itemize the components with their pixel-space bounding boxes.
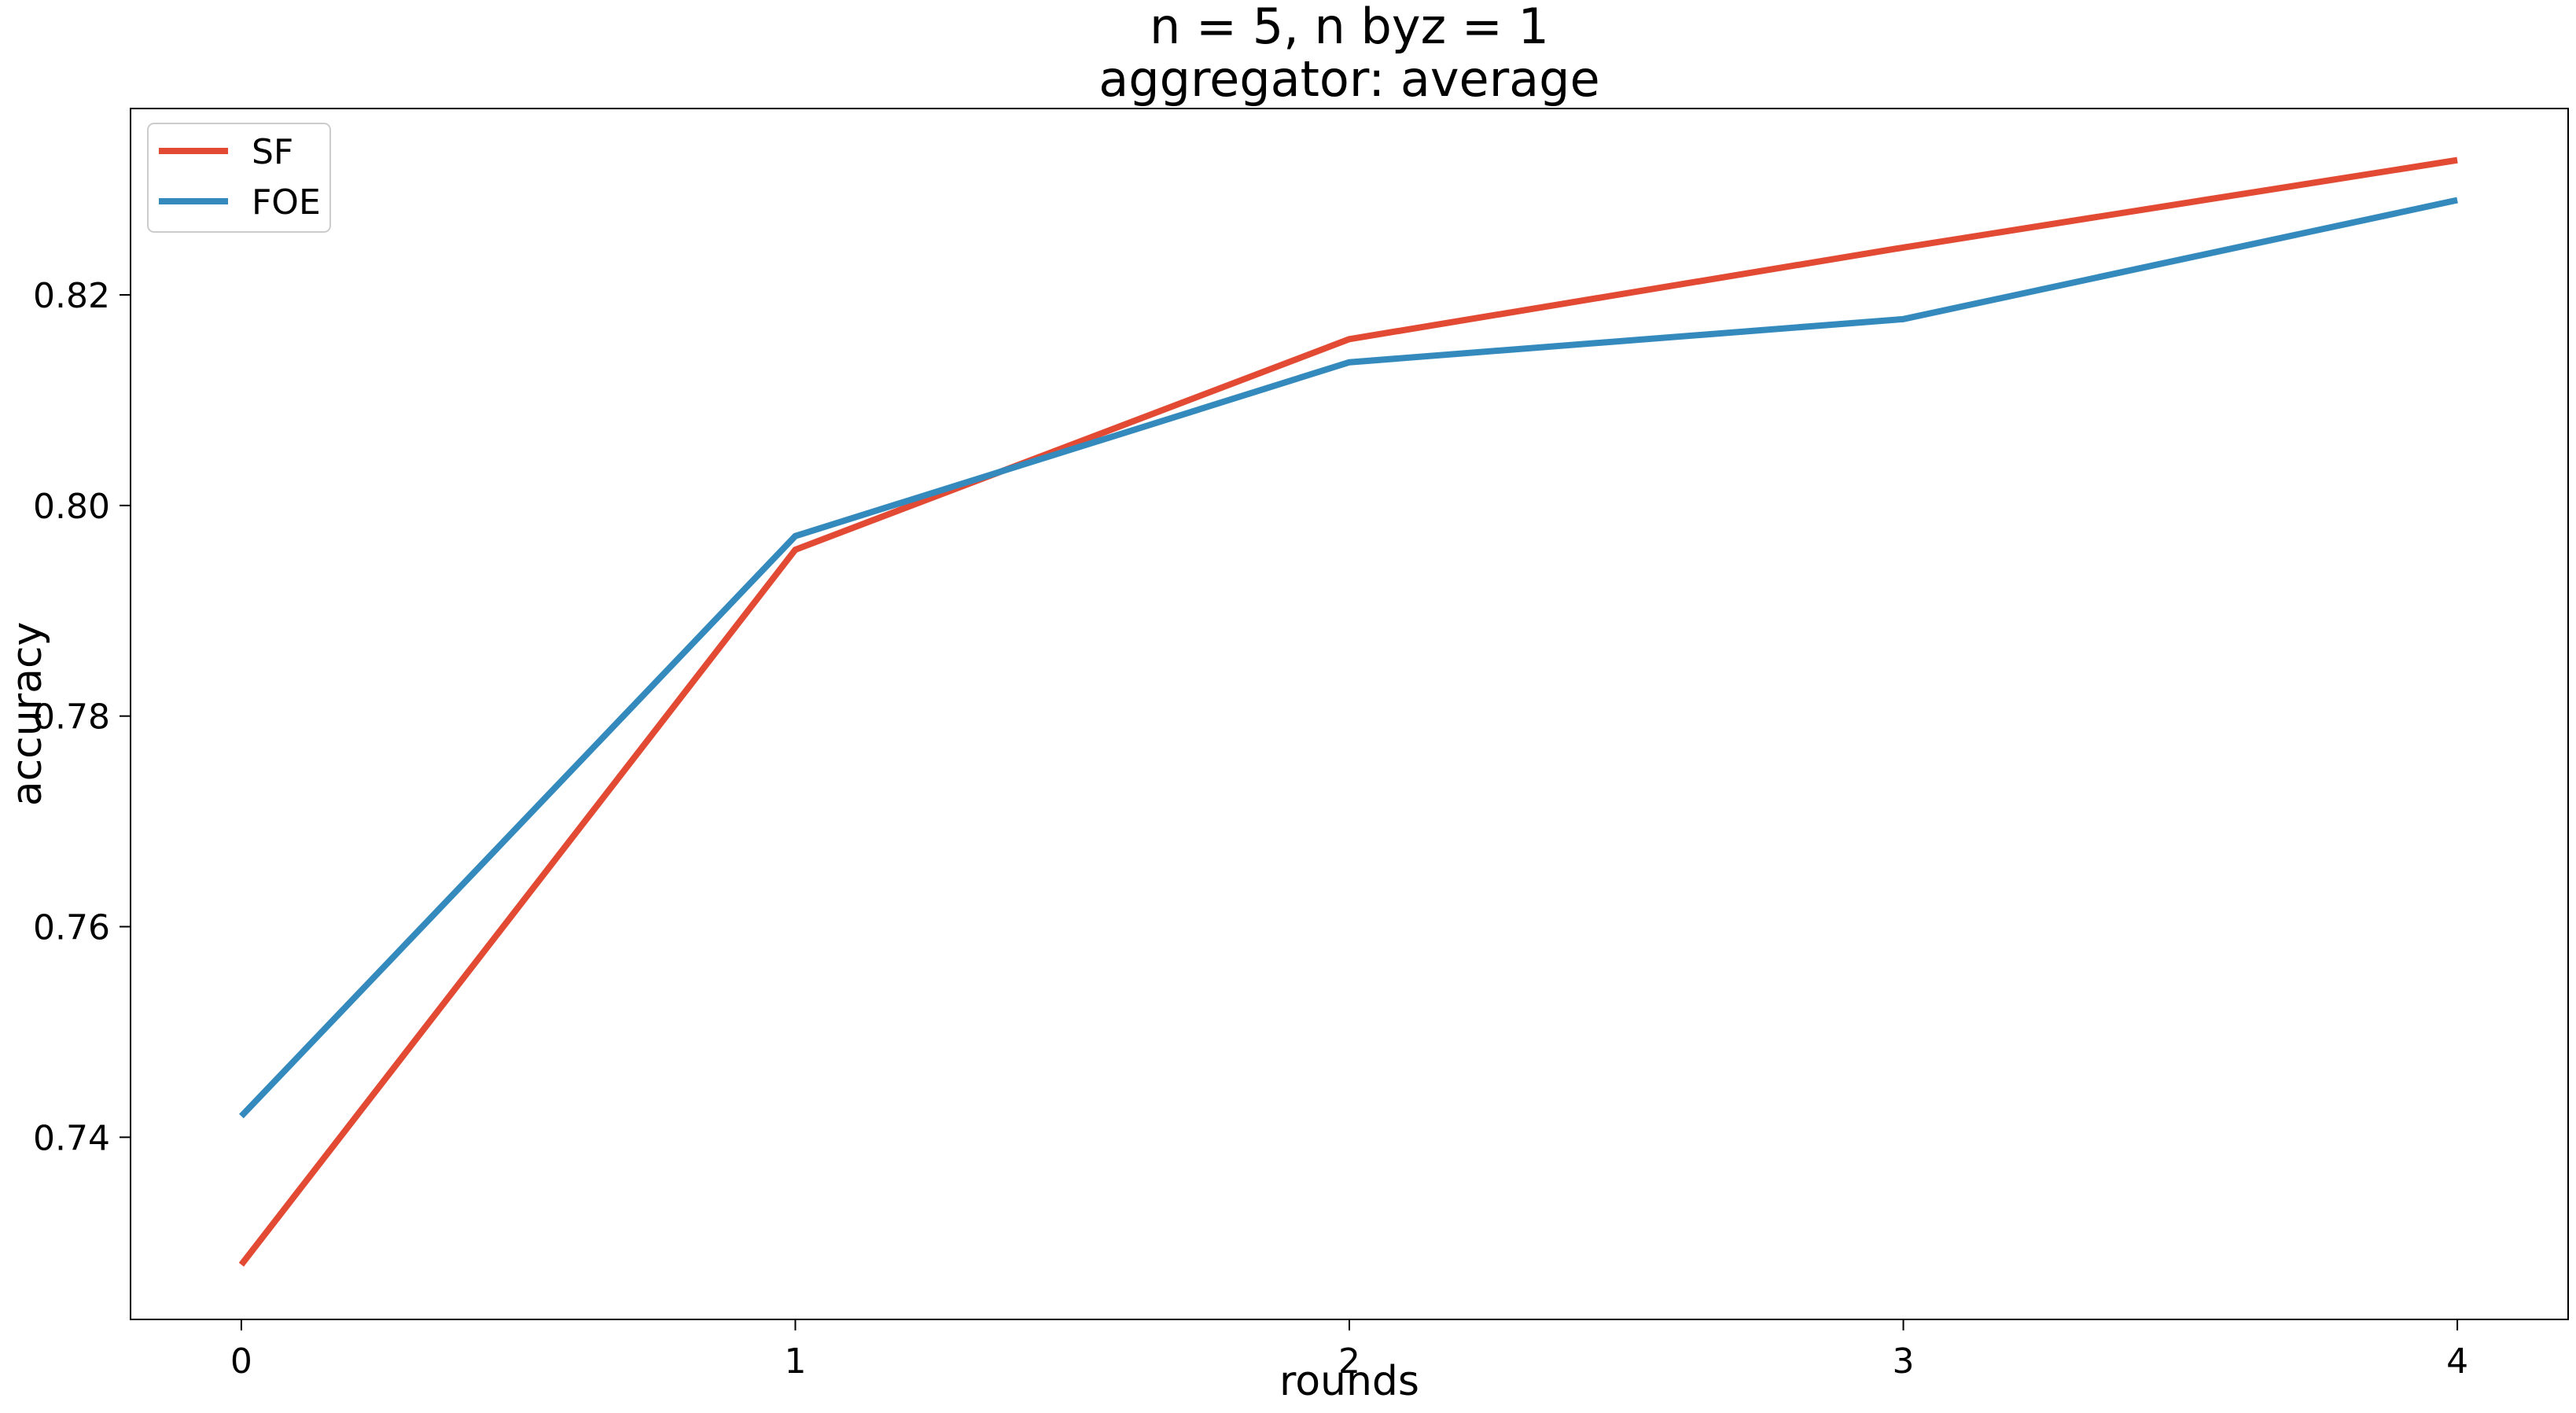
legend: SF FOE	[147, 123, 331, 233]
chart-title: n = 5, n byz = 1	[1150, 0, 1549, 55]
series-lines	[238, 156, 2458, 1267]
y-tick-label: 0.78	[33, 697, 110, 738]
series-line-foe	[239, 197, 2458, 1119]
y-tick-label: 0.80	[33, 487, 110, 527]
x-tick-label: 0	[230, 1341, 252, 1382]
x-tick-label: 2	[1338, 1341, 1360, 1382]
series-line-sf	[238, 156, 2458, 1267]
x-tick-label: 4	[2446, 1341, 2468, 1382]
y-tick-label: 0.82	[33, 276, 110, 316]
y-axis-ticks: 0.74 0.76 0.78 0.80 0.82	[33, 276, 131, 1158]
legend-label-foe: FOE	[252, 182, 321, 223]
legend-label-sf: SF	[252, 132, 293, 172]
x-tick-label: 3	[1893, 1341, 1915, 1382]
x-axis-label: rounds	[1279, 1358, 1419, 1405]
y-axis-label: accuracy	[4, 622, 51, 807]
x-tick-label: 1	[784, 1341, 806, 1382]
x-axis-ticks: 0 1 2 3 4	[230, 1319, 2468, 1382]
chart-subtitle: aggregator: average	[1098, 50, 1599, 108]
plot-area	[130, 108, 2569, 1320]
y-tick-label: 0.76	[33, 908, 110, 948]
y-tick-label: 0.74	[33, 1118, 110, 1158]
